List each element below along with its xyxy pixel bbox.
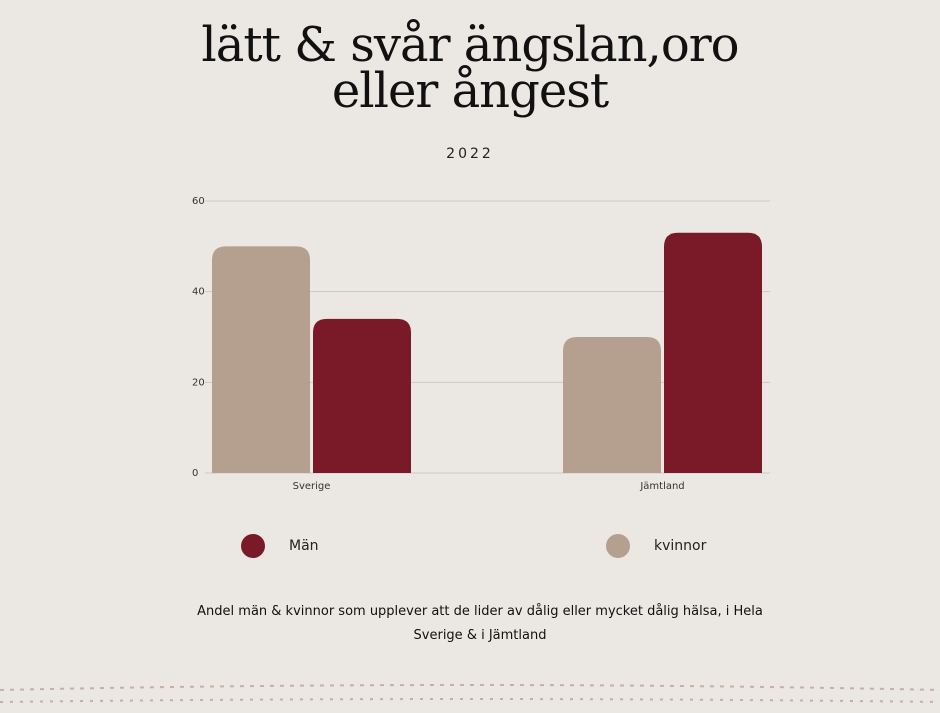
chart-subtitle: 2022 <box>0 146 940 162</box>
y-tick-label: 60 <box>192 196 205 207</box>
page: 0 20 40 60 Sverige Jämtland Män kvinnor lätt & … <box>0 0 940 713</box>
legend-label: kvinnor <box>654 538 707 554</box>
bar <box>212 246 310 473</box>
y-tick-label: 0 <box>192 468 198 479</box>
x-tick-label: Sverige <box>293 481 331 492</box>
y-tick-label: 20 <box>192 377 205 388</box>
bar <box>664 233 762 473</box>
legend-label: Män <box>289 538 319 554</box>
chart-title: lätt & svår ängslan,oro eller ångest <box>150 22 790 114</box>
legend-swatch <box>606 534 630 558</box>
bar <box>563 337 661 473</box>
caption: Andel män & kvinnor som upplever att de … <box>180 600 780 648</box>
x-tick-label: Jämtland <box>639 481 684 492</box>
decoration <box>0 685 940 702</box>
y-tick-label: 40 <box>192 287 205 298</box>
legend-swatch <box>241 534 265 558</box>
bar <box>313 319 411 473</box>
